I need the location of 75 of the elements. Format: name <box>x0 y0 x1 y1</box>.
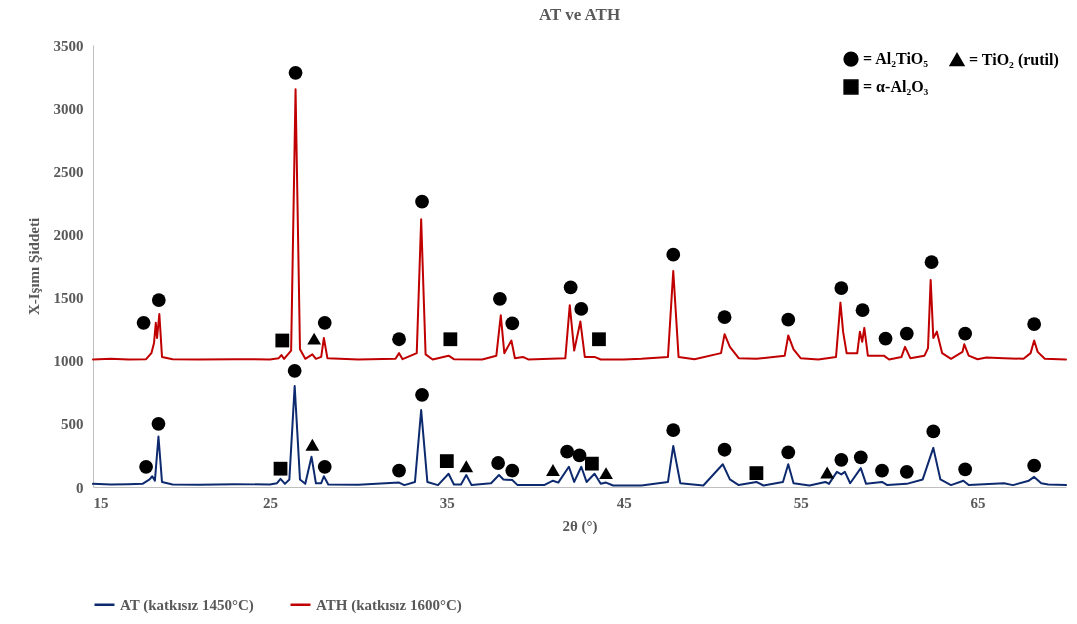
point <box>717 442 732 457</box>
x-axis-title: 2θ (°) <box>562 517 598 535</box>
point <box>1027 458 1042 473</box>
point <box>288 65 303 80</box>
point <box>273 461 288 476</box>
point <box>781 312 796 327</box>
point <box>878 331 893 346</box>
point <box>560 444 575 459</box>
point <box>136 315 151 330</box>
point <box>574 302 589 316</box>
point <box>505 463 520 478</box>
point <box>459 460 474 473</box>
point <box>151 293 166 307</box>
x-tick-label: 45 <box>616 494 632 511</box>
point <box>563 280 578 295</box>
point <box>924 255 939 270</box>
point <box>899 326 914 341</box>
point <box>275 333 290 348</box>
point <box>491 456 506 470</box>
point <box>317 315 332 330</box>
point <box>439 454 454 468</box>
point <box>546 463 560 476</box>
point <box>584 456 599 471</box>
legend-label: = α-Al₂O₃ <box>863 78 929 95</box>
point <box>666 423 681 438</box>
y-tick-label: 2000 <box>53 226 84 243</box>
point <box>834 452 849 467</box>
point <box>834 281 849 295</box>
point <box>415 387 429 402</box>
y-tick-label: 2500 <box>53 163 84 180</box>
point <box>853 450 868 465</box>
point <box>493 291 507 306</box>
x-tick-label: 35 <box>439 494 455 511</box>
point <box>899 464 914 479</box>
y-tick-label: 0 <box>76 479 84 496</box>
y-tick-label: 1500 <box>53 290 84 307</box>
point <box>1027 317 1042 331</box>
point <box>958 326 973 341</box>
point <box>717 310 732 325</box>
legend-label: = TiO₂ (rutil) <box>969 50 1059 69</box>
y-tick-label: 3000 <box>53 100 84 117</box>
x-tick-label: 15 <box>93 494 109 511</box>
point <box>287 363 302 378</box>
y-tick-label: 500 <box>61 416 84 433</box>
point <box>926 424 941 439</box>
point <box>151 416 166 431</box>
legend-label: ATH (katkısız 1600°C) <box>316 596 462 614</box>
point <box>307 332 322 345</box>
point <box>572 448 587 463</box>
point <box>392 463 406 478</box>
y-tick-label: 3500 <box>53 37 84 54</box>
y-tick-label: 1000 <box>53 353 84 370</box>
point <box>443 332 458 347</box>
point <box>781 445 796 460</box>
point <box>749 466 764 480</box>
y-axis-title: X-Işımı Şiddeti <box>25 217 42 316</box>
point <box>139 459 153 474</box>
point <box>392 332 406 347</box>
point <box>317 459 332 474</box>
x-tick-label: 25 <box>262 494 278 511</box>
x-tick-label: 65 <box>970 494 986 511</box>
point <box>592 332 606 347</box>
legend-label: = Al₂TiO₅ <box>863 50 929 68</box>
legend-label: AT (katkısız 1450°C) <box>120 596 254 614</box>
point <box>505 316 520 331</box>
x-tick-label: 55 <box>793 494 809 511</box>
chart-title: AT ve ATH <box>538 5 621 24</box>
point <box>875 463 889 478</box>
point <box>599 467 613 480</box>
point <box>305 438 320 451</box>
point <box>415 194 429 209</box>
point <box>958 462 973 477</box>
point <box>855 303 870 318</box>
point <box>666 247 681 262</box>
point <box>820 466 835 479</box>
